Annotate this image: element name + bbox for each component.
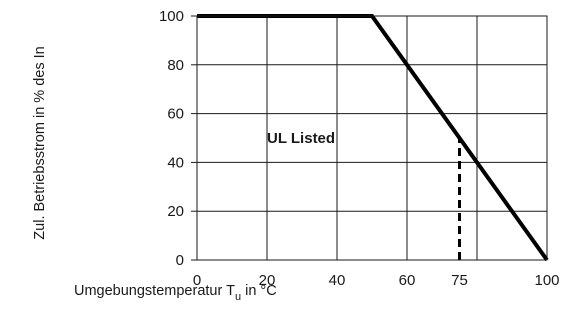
grid — [197, 16, 547, 260]
x-tick-label: 75 — [451, 272, 468, 289]
x-tick-label: 20 — [259, 272, 276, 289]
annotations: UL Listed — [267, 130, 335, 147]
ul-listed-label: UL Listed — [267, 130, 335, 147]
y-tick-labels: 0 20 40 60 80 100 — [159, 8, 184, 269]
x-tick-labels: 0 20 40 60 75 100 — [193, 272, 560, 289]
x-axis-title-suffix: in °C — [241, 283, 277, 299]
derating-curve — [197, 14, 549, 262]
x-axis-title-subscript: u — [235, 291, 241, 303]
y-tick-label: 20 — [167, 203, 184, 220]
plot-frame — [196, 15, 548, 261]
x-axis-title: Umgebungstemperatur Tu in °C — [74, 283, 277, 303]
axes — [191, 15, 548, 261]
x-tick-label: 40 — [329, 272, 346, 289]
y-tick-label: 40 — [167, 154, 184, 171]
y-tick-label: 100 — [159, 8, 184, 25]
x-axis-title-main: Umgebungstemperatur T — [74, 283, 235, 299]
series-layer — [197, 14, 549, 262]
x-tick-label: 60 — [399, 272, 416, 289]
y-tick-label: 60 — [167, 106, 184, 123]
y-tick-label: 80 — [167, 57, 184, 74]
y-axis-title: Zul. Betriebsstrom in % des In — [32, 46, 48, 239]
x-tick-label: 0 — [193, 272, 201, 289]
x-tick-label: 100 — [534, 272, 559, 289]
y-tick-label: 0 — [176, 252, 184, 269]
